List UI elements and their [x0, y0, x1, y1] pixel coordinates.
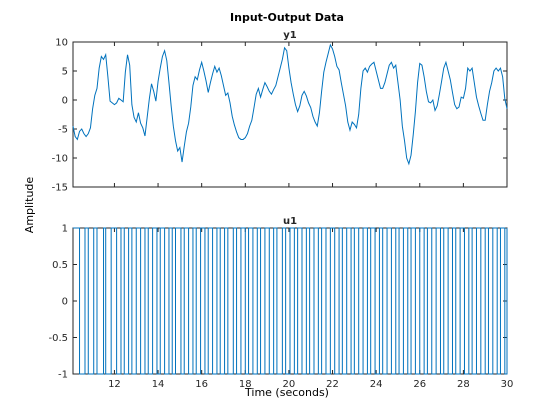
y1-series-line	[72, 43, 508, 166]
y-tick-label: 5	[62, 67, 68, 78]
u1-series-line	[73, 227, 508, 375]
y-tick-label: -0.5	[48, 333, 68, 344]
y-tick-label: 10	[55, 38, 68, 49]
axes-u1-ticks: -1 -0.5 0 0.5 1 12 14 16 18 20 22 24 26 28 30	[48, 224, 513, 391]
y-axis-label: Amplitude	[23, 177, 36, 234]
axes-u1: u1 -1 -0.5 0 0.5 1 12 14 16 18 20 22 24 26 28 30	[48, 216, 513, 390]
axes-y1-box	[72, 41, 508, 188]
figure-title: Input-Output Data	[230, 11, 344, 24]
axes-y1-title: y1	[283, 30, 297, 41]
y-tick-label: -1	[58, 370, 68, 381]
x-tick-label: 16	[195, 379, 208, 390]
y-tick-label: 0	[62, 96, 68, 107]
y-tick-label: -5	[58, 125, 68, 136]
x-tick-label: 26	[413, 379, 426, 390]
y-tick-label: -15	[52, 183, 68, 194]
x-tick-label: 22	[326, 379, 339, 390]
y-tick-label: -10	[52, 154, 68, 165]
x-tick-label: 20	[283, 379, 296, 390]
x-tick-label: 28	[457, 379, 470, 390]
x-tick-label: 12	[108, 379, 121, 390]
x-axis-label: Time (seconds)	[244, 386, 329, 399]
axes-u1-title: u1	[283, 216, 297, 227]
axes-y1-ticks: -15 -10 -5 0 5 10	[52, 38, 508, 194]
x-tick-label: 24	[370, 379, 383, 390]
y-tick-label: 1	[62, 224, 68, 235]
y-tick-label: 0	[62, 297, 68, 308]
axes-u1-plot	[73, 227, 508, 375]
y-tick-label: 0.5	[52, 260, 68, 271]
x-tick-label: 30	[501, 379, 514, 390]
axes-y1-plot	[72, 43, 508, 166]
axes-y1: y1 -15 -10 -5 0 5 10	[52, 30, 508, 194]
x-tick-label: 18	[239, 379, 252, 390]
x-tick-label: 14	[152, 379, 165, 390]
